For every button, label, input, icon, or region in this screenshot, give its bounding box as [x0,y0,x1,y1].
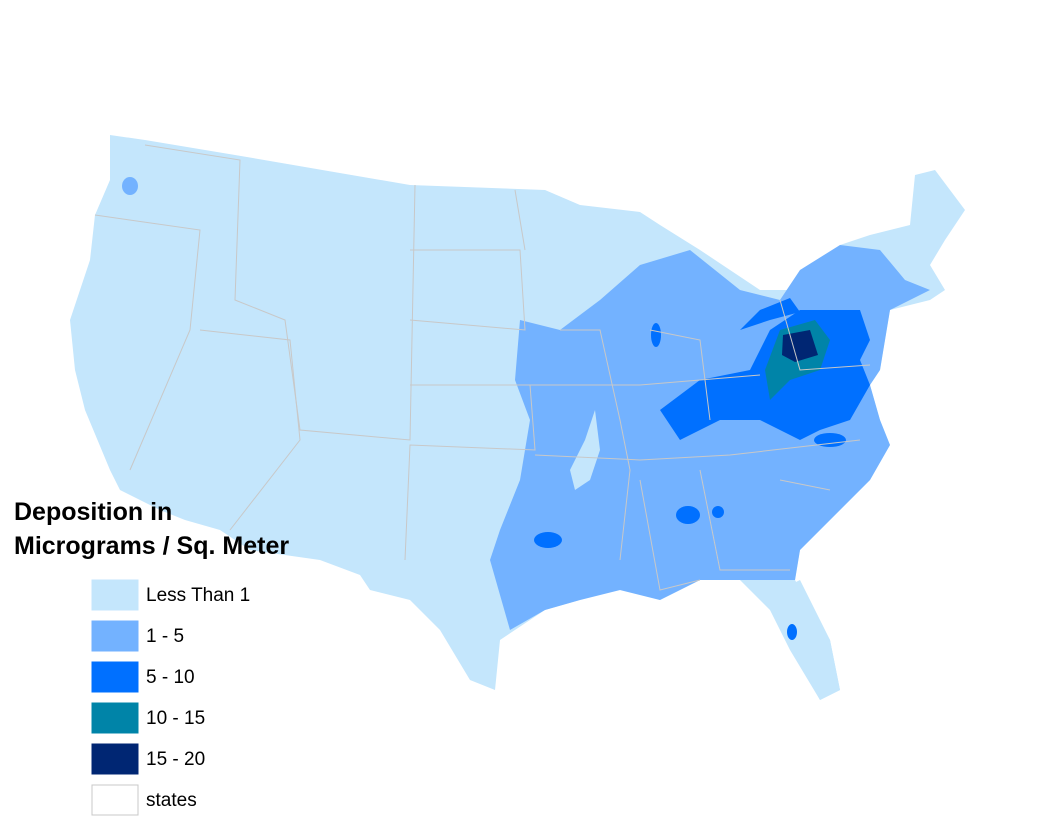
legend-swatch [91,784,139,816]
state-boundaries [94,144,871,591]
legend-label: 10 - 15 [146,708,205,729]
state-line [94,214,201,471]
legend: Deposition in Micrograms / Sq. Meter Les… [14,498,289,816]
legend-label: states [146,790,197,811]
state-line [199,329,301,531]
legend-swatch [91,702,139,734]
legend-label: Less Than 1 [146,585,250,606]
legend-swatch [91,579,139,611]
region-5-10 [651,323,661,347]
state-line [144,144,416,441]
map-regions [70,135,965,700]
legend-label: 15 - 20 [146,749,205,770]
region-5-10 [534,532,562,548]
region-5-10 [814,433,846,447]
state-line [409,249,526,331]
region-less-than-1 [780,580,840,700]
legend-title: Micrograms / Sq. Meter [14,532,289,560]
state-line [514,189,526,251]
region-less-than-1 [570,410,600,490]
legend-swatch [91,743,139,775]
state-line [534,439,861,461]
state-line [530,374,761,386]
region-1-5 [122,177,138,195]
state-line [639,479,701,591]
state-line [779,479,831,491]
region-5-10 [676,506,700,524]
state-line [649,329,711,421]
legend-swatch [91,661,139,693]
state-line [560,329,631,561]
legend-label: 1 - 5 [146,626,184,647]
state-line [404,384,536,561]
legend-title: Deposition in [14,498,172,526]
state-line [779,299,871,371]
region-5-10 [712,506,724,518]
region-5-10 [740,298,800,330]
legend-label: 5 - 10 [146,667,195,688]
region-5-10 [787,624,797,640]
state-line [699,469,790,571]
legend-swatch [91,620,139,652]
